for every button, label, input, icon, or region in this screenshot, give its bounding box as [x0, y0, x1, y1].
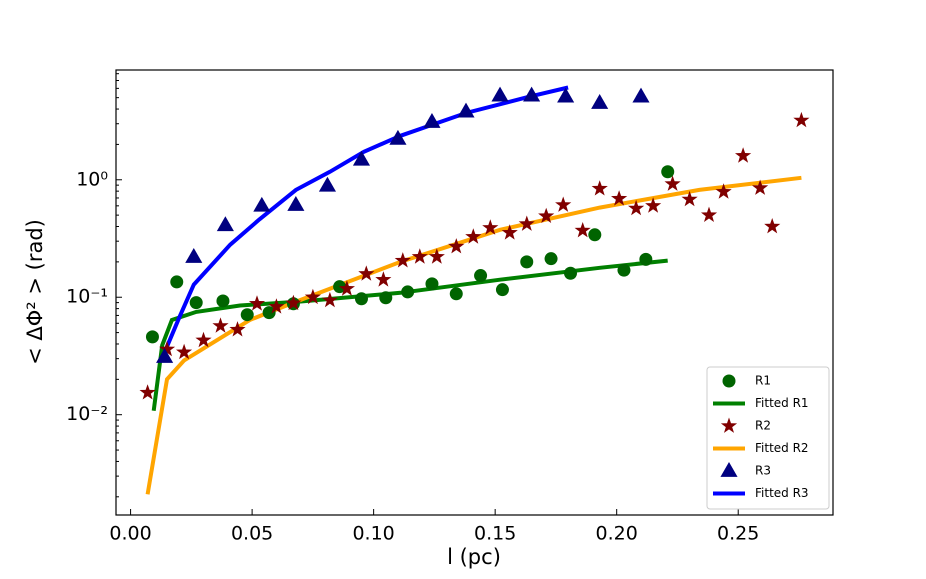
triangle-point: [423, 113, 441, 128]
star-point: [628, 199, 645, 216]
star-point: [574, 222, 591, 238]
star-point: [465, 228, 482, 244]
triangle-point: [491, 86, 509, 102]
star-point: [304, 288, 321, 305]
circle-point: [588, 228, 602, 242]
legend-label: Fitted R2: [755, 441, 809, 455]
star-point: [611, 190, 628, 206]
star-point: [212, 317, 229, 333]
star-point: [793, 111, 810, 128]
triangle-point: [591, 94, 609, 109]
x-tick-label: 0.10: [352, 523, 394, 545]
star-point: [338, 280, 355, 296]
star-point: [248, 295, 266, 311]
circle-point: [425, 277, 439, 291]
star-point: [555, 196, 572, 212]
triangle-point: [156, 347, 174, 363]
star-point: [159, 340, 176, 357]
star-point: [229, 321, 246, 337]
star-point: [321, 291, 338, 308]
circle-point: [520, 255, 534, 269]
circle-point: [617, 263, 631, 277]
star-point: [428, 248, 445, 264]
star-point: [752, 179, 769, 195]
fit-line: [145, 175, 802, 495]
x-tick-label: 0.15: [474, 523, 516, 545]
x-tick-label: 0.05: [231, 523, 273, 545]
circle-point: [722, 374, 736, 388]
star-point: [701, 206, 718, 222]
triangle-point: [185, 248, 203, 263]
circle-point: [639, 252, 653, 266]
triangle-point: [720, 462, 738, 477]
circle-point: [240, 308, 254, 322]
fit-line: [162, 85, 569, 354]
circle-point: [544, 252, 558, 266]
x-tick-label: 0.00: [109, 523, 151, 545]
star-point: [285, 294, 302, 311]
triangle-point: [287, 195, 305, 211]
star-point: [681, 190, 698, 207]
circle-point: [401, 285, 415, 299]
star-point: [538, 207, 555, 223]
y-tick-label: 10⁻¹: [66, 286, 108, 308]
star-point: [448, 238, 465, 254]
star-point: [501, 224, 518, 240]
triangle-point: [216, 216, 234, 232]
triangle-point: [632, 87, 650, 103]
circle-point: [449, 287, 463, 301]
star-point: [268, 298, 285, 314]
circle-point: [145, 330, 159, 344]
plot-frame: [115, 69, 834, 516]
circle-point: [189, 296, 203, 310]
triangle-point: [352, 150, 371, 166]
y-tick-label: 10⁰: [76, 168, 108, 190]
x-axis-label: l (pc): [447, 545, 501, 569]
x-tick-label: 0.25: [717, 523, 759, 545]
legend-label: Fitted R3: [755, 486, 809, 500]
circle-point: [216, 294, 230, 308]
triangle-point: [557, 87, 575, 103]
star-point: [195, 331, 212, 348]
y-axis-label: < ΔΦ² > (rad): [23, 219, 47, 365]
legend-label: R3: [755, 464, 771, 478]
star-point: [139, 384, 156, 400]
legend-label: R1: [755, 374, 771, 388]
circle-point: [661, 165, 675, 179]
legend-label: Fitted R1: [755, 396, 809, 410]
star-point: [358, 265, 375, 281]
triangle-point: [253, 196, 271, 212]
star-point: [645, 197, 662, 213]
star-point: [482, 219, 499, 235]
star-point: [664, 175, 681, 191]
triangle-point: [389, 129, 407, 145]
circle-point: [474, 269, 488, 283]
circle-point: [354, 292, 368, 306]
x-tick-label: 0.20: [596, 523, 638, 545]
legend-label: R2: [755, 419, 771, 433]
triangle-point: [457, 102, 475, 118]
star-point: [518, 215, 535, 231]
y-tick-label: 10⁻²: [66, 403, 108, 425]
star-point: [720, 417, 738, 433]
circle-point: [170, 275, 184, 289]
star-point: [394, 252, 411, 268]
triangle-point: [318, 176, 337, 192]
star-point: [176, 343, 193, 360]
circle-point: [564, 266, 578, 280]
star-point: [715, 183, 732, 199]
circle-point: [262, 306, 276, 320]
star-point: [411, 248, 428, 264]
star-point: [375, 271, 392, 287]
star-point: [735, 147, 752, 163]
circle-point: [495, 283, 509, 297]
circle-point: [379, 291, 393, 305]
star-point: [764, 218, 781, 234]
fit-line: [151, 258, 668, 412]
triangle-point: [523, 86, 541, 102]
star-point: [591, 180, 608, 196]
